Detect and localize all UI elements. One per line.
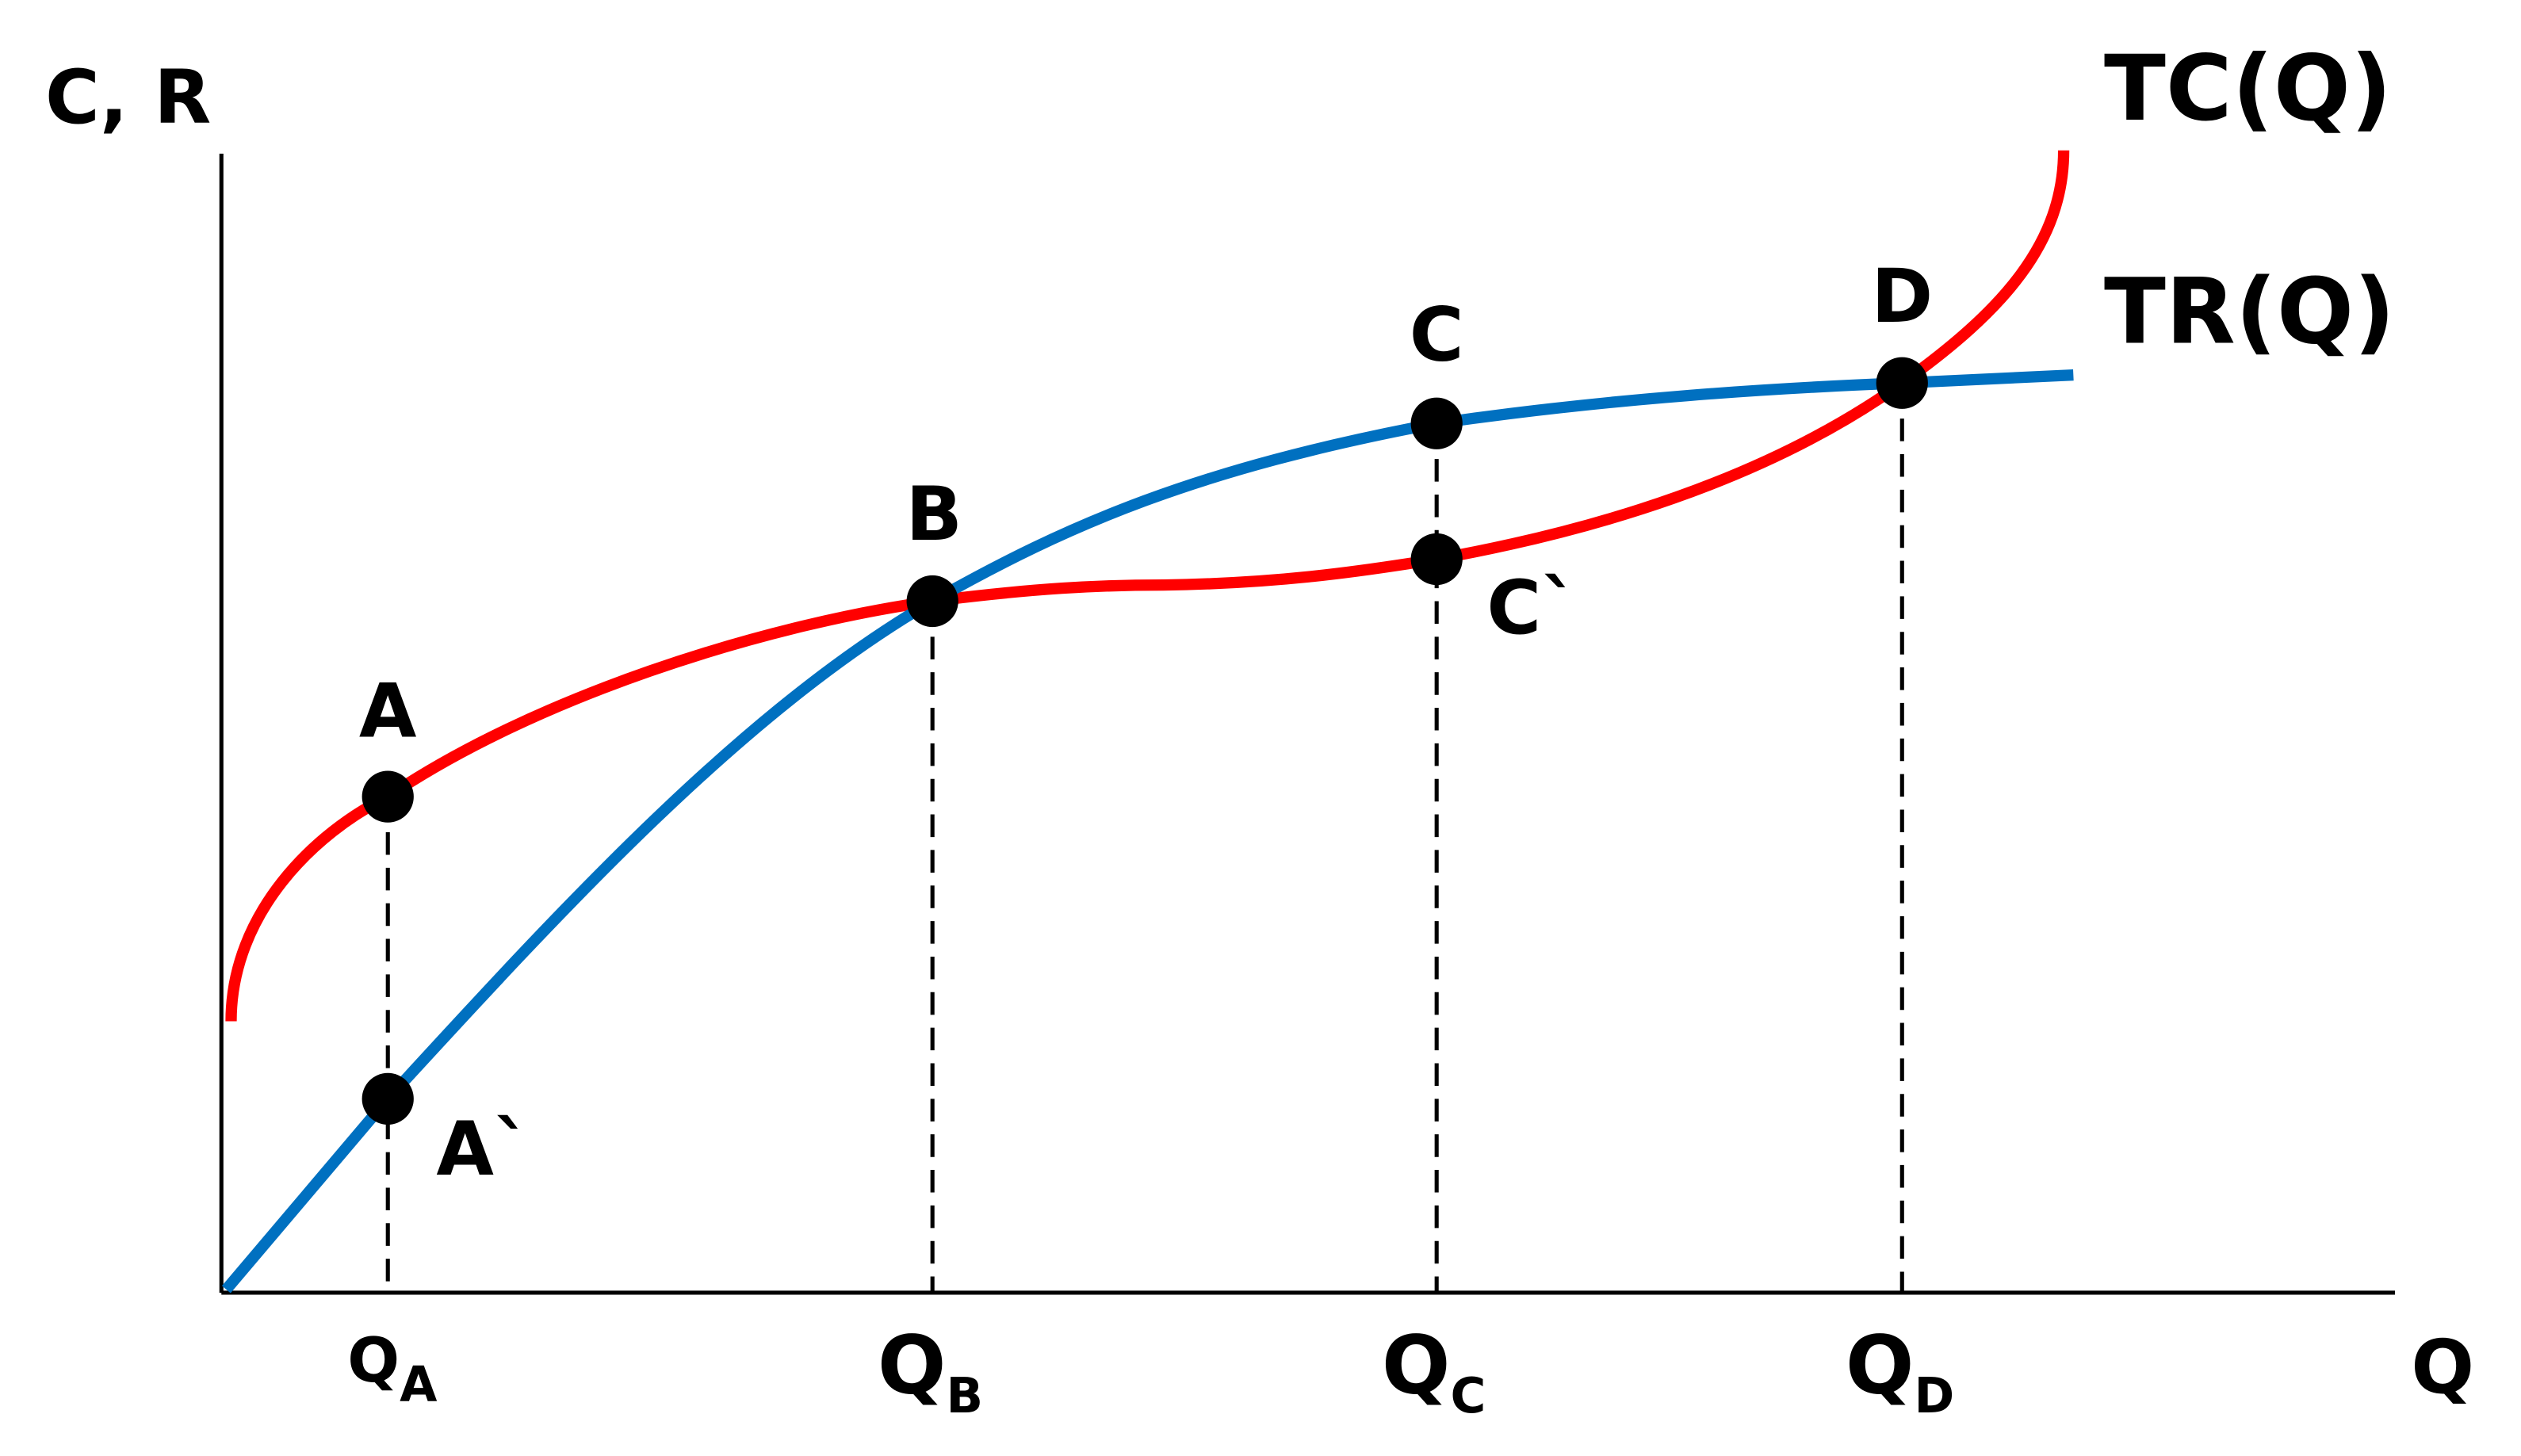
y-axis-label: C, R [45, 55, 211, 141]
x-mark-label: QC [1382, 1318, 1486, 1424]
x-axis-label: Q [2411, 1324, 2474, 1411]
point-label: A` [436, 1106, 530, 1193]
point [1410, 397, 1463, 449]
points [362, 357, 1928, 1125]
point-label: C [1410, 292, 1464, 379]
point-label: D [1871, 254, 1933, 340]
tr-curve [221, 369, 2074, 1294]
x-mark-label: QD [1846, 1318, 1954, 1424]
curve-label: TC(Q) [2104, 36, 2392, 141]
point-label: B [905, 472, 962, 558]
tc-curve [225, 150, 2070, 1022]
point-label: A [359, 669, 417, 755]
point [362, 770, 414, 823]
x-mark-label: QB [878, 1318, 983, 1424]
point [906, 575, 958, 628]
point [362, 1072, 414, 1125]
curve-label: TR(Q) [2104, 258, 2395, 364]
point [1410, 533, 1463, 586]
point [1876, 357, 1928, 409]
point-label: C` [1486, 565, 1578, 652]
x-mark-label: QA [347, 1325, 438, 1412]
